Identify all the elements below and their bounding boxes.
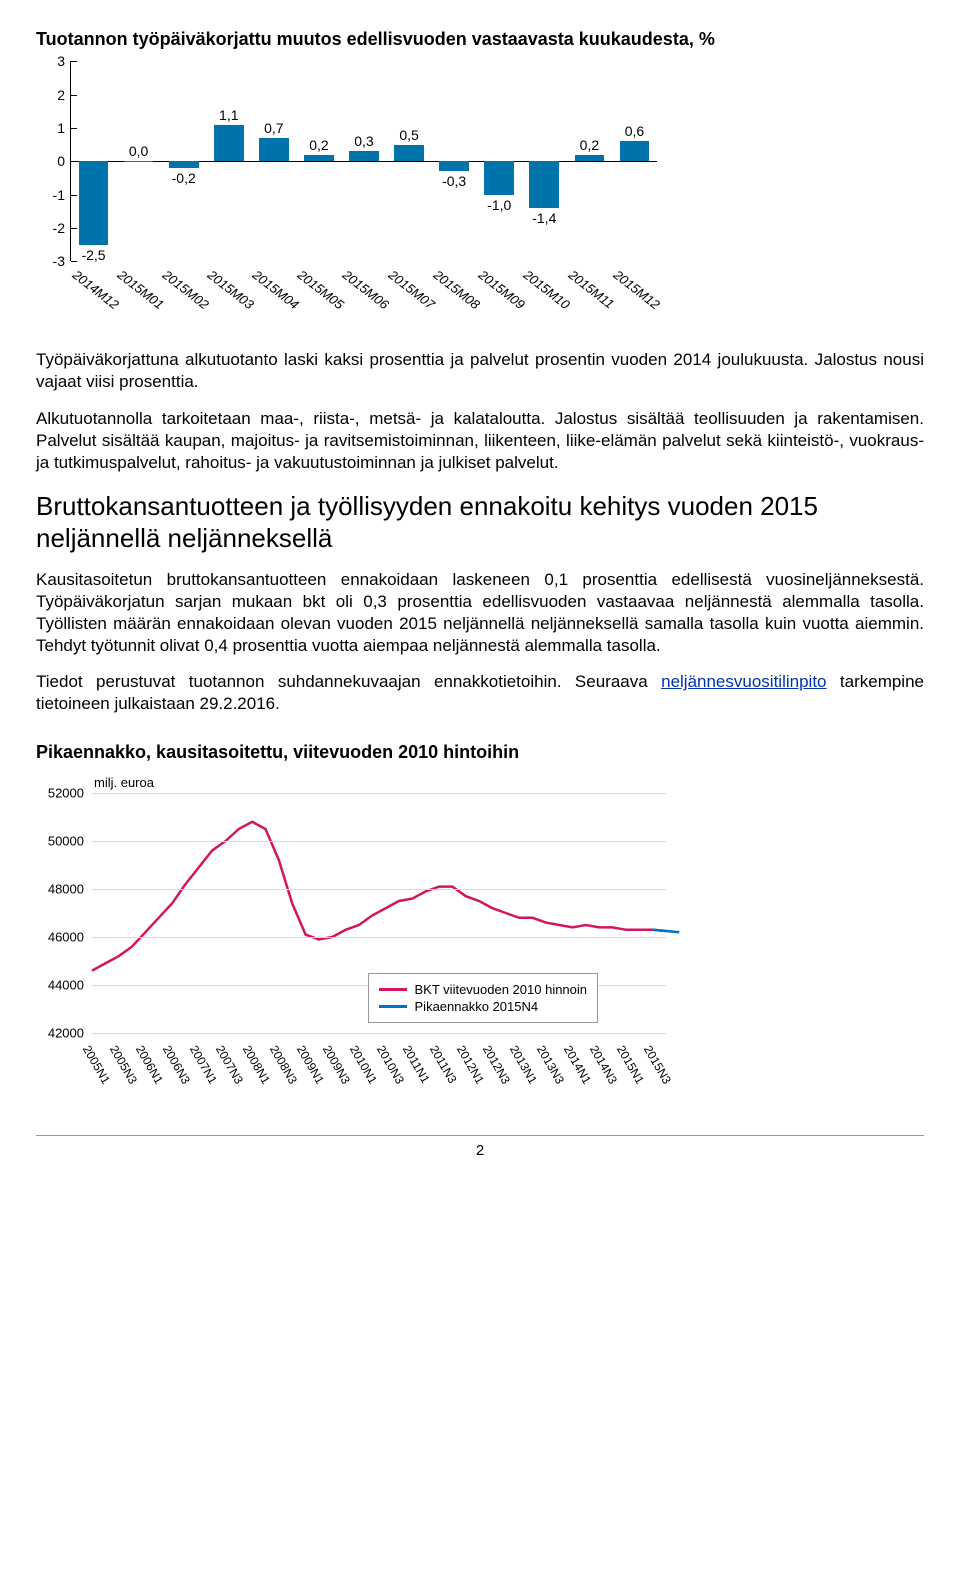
- paragraph-4-pre: Tiedot perustuvat tuotannon suhdannekuva…: [36, 672, 661, 691]
- line-ytick: 52000: [36, 785, 84, 800]
- line-series: [653, 930, 680, 932]
- bar-xlabel: 2015M09: [475, 267, 527, 312]
- line-ytick: 46000: [36, 929, 84, 944]
- bar-value-label: -0,3: [442, 173, 466, 189]
- line-chart-title: Pikaennakko, kausitasoitettu, viitevuode…: [36, 741, 924, 764]
- bar: 1,1: [214, 61, 244, 261]
- bar: 0,2: [304, 61, 334, 261]
- line-ytick: 44000: [36, 977, 84, 992]
- bar-xlabel: 2015M08: [430, 267, 482, 312]
- bar-value-label: 0,2: [580, 137, 599, 153]
- legend-swatch: [379, 988, 407, 991]
- bar-value-label: -1,0: [487, 197, 511, 213]
- bar-value-label: 0,6: [625, 123, 644, 139]
- bar-ytick: 0: [37, 153, 65, 169]
- bar-value-label: 0,2: [309, 137, 328, 153]
- legend-label: Pikaennakko 2015N4: [415, 999, 539, 1014]
- bar-xlabel: 2015M12: [611, 267, 663, 312]
- bar-ytick: 3: [37, 53, 65, 69]
- bar-xlabel: 2015M04: [250, 267, 302, 312]
- bar-chart: -3-2-10123-2,50,0-0,21,10,70,20,30,5-0,3…: [36, 61, 924, 321]
- bar-xlabel: 2015M06: [340, 267, 392, 312]
- bar: 0,6: [620, 61, 650, 261]
- bar-ytick: -3: [37, 253, 65, 269]
- bar: -1,4: [529, 61, 559, 261]
- line-ytick: 50000: [36, 833, 84, 848]
- section-heading: Bruttokansantuotteen ja työllisyyden enn…: [36, 490, 924, 555]
- bar: -2,5: [79, 61, 109, 261]
- bar-value-label: 0,7: [264, 120, 283, 136]
- bar-ytick: -1: [37, 187, 65, 203]
- bar: 0,0: [124, 61, 154, 261]
- line-chart-legend: BKT viitevuoden 2010 hinnoin Pikaennakko …: [368, 973, 599, 1023]
- bar: -0,2: [169, 61, 199, 261]
- bar-xlabel: 2015M01: [115, 267, 167, 312]
- line-chart: milj. euroa 42000 44000 46000 48000 50000 520…: [36, 775, 924, 1095]
- bar-xlabel: 2015M02: [160, 267, 212, 312]
- bar-value-label: 0,5: [399, 127, 418, 143]
- bar: -1,0: [484, 61, 514, 261]
- bar: 0,7: [259, 61, 289, 261]
- bar-value-label: 1,1: [219, 107, 238, 123]
- bar-value-label: -0,2: [172, 170, 196, 186]
- bar-xlabel: 2015M03: [205, 267, 257, 312]
- bar: 0,5: [394, 61, 424, 261]
- bar-value-label: 0,3: [354, 133, 373, 149]
- quarterly-accounts-link[interactable]: neljännesvuositilinpito: [661, 672, 826, 691]
- bar: -0,3: [439, 61, 469, 261]
- legend-label: BKT viitevuoden 2010 hinnoin: [415, 982, 588, 997]
- bar-ytick: 1: [37, 120, 65, 136]
- bar-xlabel: 2015M05: [295, 267, 347, 312]
- bar: 0,2: [575, 61, 605, 261]
- bar-value-label: -1,4: [532, 210, 556, 226]
- bar-xlabel: 2015M10: [521, 267, 573, 312]
- line-series: [92, 822, 666, 971]
- bar-xlabel: 2015M11: [566, 267, 617, 312]
- bar-xlabel: 2015M07: [385, 267, 437, 312]
- line-chart-unit: milj. euroa: [94, 775, 154, 790]
- line-ytick: 42000: [36, 1025, 84, 1040]
- paragraph-4: Tiedot perustuvat tuotannon suhdannekuva…: [36, 671, 924, 715]
- bar-xlabel: 2014M12: [70, 267, 122, 312]
- line-ytick: 48000: [36, 881, 84, 896]
- bar-value-label: 0,0: [129, 143, 148, 159]
- paragraph-3: Kausitasoitetun bruttokansantuotteen enn…: [36, 569, 924, 657]
- page-number: 2: [36, 1135, 924, 1159]
- bar-chart-title: Tuotannon työpäiväkorjattu muutos edelli…: [36, 28, 924, 51]
- legend-swatch: [379, 1005, 407, 1008]
- bar-ytick: -2: [37, 220, 65, 236]
- bar: 0,3: [349, 61, 379, 261]
- paragraph-2: Alkutuotannolla tarkoitetaan maa-, riist…: [36, 408, 924, 474]
- paragraph-1: Työpäiväkorjattuna alkutuotanto laski ka…: [36, 349, 924, 393]
- bar-value-label: -2,5: [81, 247, 105, 263]
- bar-ytick: 2: [37, 87, 65, 103]
